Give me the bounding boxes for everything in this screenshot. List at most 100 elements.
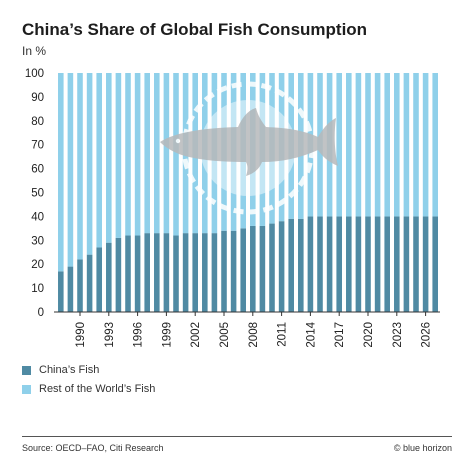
bar-rest-2022	[384, 73, 390, 217]
bar-rest-2021	[374, 73, 381, 217]
legend-item-china: China’s Fish	[22, 362, 155, 378]
x-tick-label-2014: 2014	[305, 321, 317, 347]
bar-china-2012	[288, 218, 294, 312]
bar-china-1988	[58, 271, 64, 312]
bar-china-2014	[307, 216, 314, 312]
bar-rest-1998	[154, 73, 160, 234]
bar-rest-2027	[432, 73, 438, 217]
source-note: Source: OECD–FAO, Citi Research	[22, 443, 164, 453]
x-tick-label-1999: 1999	[161, 322, 173, 348]
chart-title: China’s Share of Global Fish Consumption	[22, 20, 368, 39]
bar-rest-1990	[77, 73, 83, 260]
bar-rest-2019	[355, 73, 362, 217]
x-tick-label-2026: 2026	[421, 322, 433, 348]
bar-china-2024	[403, 216, 410, 312]
bar-rest-1995	[125, 73, 131, 236]
y-tick-label-90: 90	[31, 92, 44, 104]
bar-rest-1994	[115, 73, 122, 238]
bar-rest-2000	[173, 73, 179, 236]
bar-china-1999	[163, 233, 170, 312]
bar-rest-2020	[365, 73, 371, 217]
y-tick-label-10: 10	[31, 283, 44, 295]
bar-china-2008	[250, 225, 256, 312]
credit-note: © blue horizon	[393, 443, 452, 453]
bar-china-2007	[240, 228, 246, 312]
bar-rest-2018	[346, 73, 352, 217]
y-tick-label-0: 0	[38, 307, 44, 319]
bar-china-2005	[221, 230, 227, 312]
bar-china-2027	[432, 216, 438, 312]
bar-china-1996	[134, 235, 141, 312]
bar-china-1995	[125, 235, 131, 312]
y-tick-label-30: 30	[31, 235, 44, 247]
x-tick-label-1996: 1996	[133, 322, 145, 348]
bar-china-2026	[422, 216, 429, 312]
bar-china-2020	[365, 216, 371, 312]
bar-rest-2017	[336, 73, 342, 217]
footer: Source: OECD–FAO, Citi Research © blue h…	[22, 436, 452, 453]
bar-china-2002	[192, 233, 198, 312]
y-tick-label-20: 20	[31, 259, 44, 271]
unit-label: In %	[22, 44, 47, 58]
bar-china-2010	[269, 223, 275, 312]
y-tick-label-70: 70	[31, 140, 44, 152]
bar-china-1998	[154, 233, 160, 312]
x-tick-label-1990: 1990	[75, 322, 87, 348]
bar-rest-1999	[163, 73, 170, 234]
bar-china-2011	[278, 221, 285, 312]
bar-rest-1997	[144, 73, 150, 234]
bar-china-1992	[96, 247, 102, 312]
bar-china-2019	[355, 216, 362, 312]
x-tick-label-2002: 2002	[190, 322, 202, 348]
x-tick-label-2005: 2005	[219, 322, 231, 348]
legend: China’s Fish Rest of the World’s Fish	[22, 362, 155, 400]
legend-swatch-rest	[22, 384, 31, 394]
bar-china-2022	[384, 216, 390, 312]
bar-china-2001	[182, 233, 189, 312]
x-tick-label-2011: 2011	[277, 322, 289, 347]
bar-china-2025	[413, 216, 419, 312]
bar-rest-1989	[67, 73, 74, 267]
x-tick-label-2020: 2020	[363, 322, 375, 348]
bar-china-1994	[115, 237, 122, 312]
bar-china-2004	[211, 233, 218, 312]
bar-china-2015	[317, 216, 323, 312]
y-tick-label-40: 40	[31, 211, 44, 223]
x-tick-label-1993: 1993	[104, 322, 116, 348]
bar-china-2018	[346, 216, 352, 312]
y-tick-label-50: 50	[31, 188, 44, 200]
bar-china-1991	[86, 254, 93, 312]
bar-rest-1988	[58, 73, 64, 272]
bar-china-2003	[202, 233, 208, 312]
bar-china-2009	[259, 225, 266, 312]
bar-rest-1992	[96, 73, 102, 248]
bar-china-2023	[394, 216, 400, 312]
fish-icon	[160, 81, 338, 215]
legend-swatch-china	[22, 365, 31, 375]
bar-china-1993	[106, 242, 112, 312]
bar-rest-1993	[106, 73, 112, 243]
bar-rest-1996	[134, 73, 141, 236]
y-tick-label-100: 100	[25, 68, 44, 80]
legend-label-china: China’s Fish	[39, 364, 100, 376]
y-tick-label-80: 80	[31, 116, 44, 128]
axes-group: 0 10 20 30 40 50 60 70 80 90 100 1990 1993 1996 1999 20…	[25, 68, 440, 348]
bar-rest-2026	[422, 73, 429, 217]
bar-china-2013	[298, 218, 304, 312]
x-tick-label-2008: 2008	[248, 322, 260, 348]
bar-china-1990	[77, 259, 83, 312]
bar-china-1989	[67, 266, 74, 312]
bar-rest-2025	[413, 73, 419, 217]
x-tick-label-2017: 2017	[334, 322, 346, 348]
y-tick-label-60: 60	[31, 164, 44, 176]
bar-china-2016	[326, 216, 333, 312]
bar-rest-2023	[394, 73, 400, 217]
bar-china-1997	[144, 233, 150, 312]
x-tick-label-2023: 2023	[392, 322, 404, 348]
bar-rest-1991	[86, 73, 93, 255]
bar-china-2021	[374, 216, 381, 312]
bar-china-2017	[336, 216, 342, 312]
bar-china-2000	[173, 235, 179, 312]
bar-china-2006	[230, 230, 237, 312]
